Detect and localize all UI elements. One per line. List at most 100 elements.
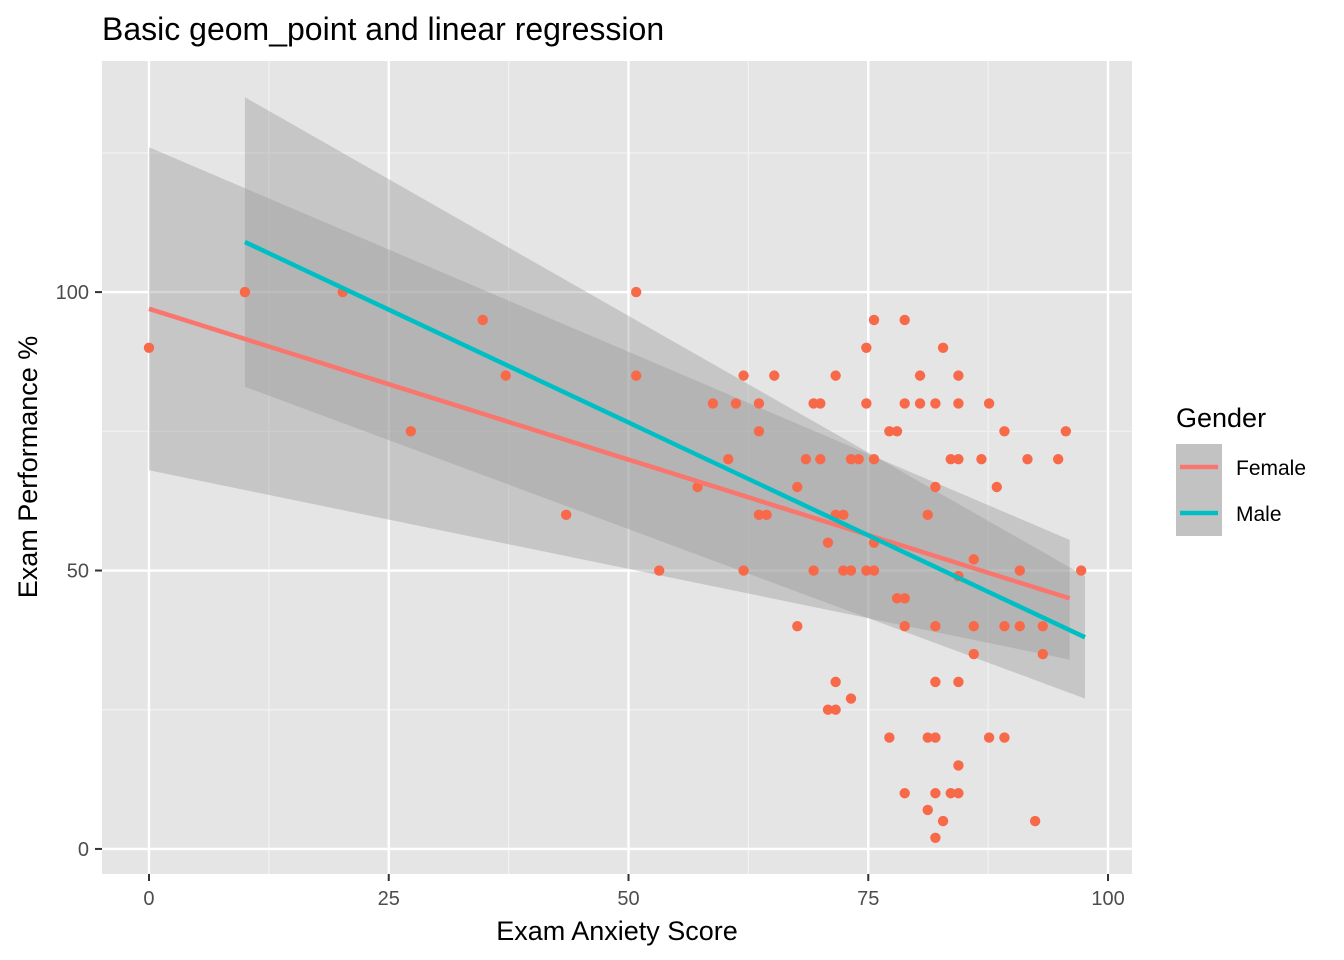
data-point <box>953 788 964 799</box>
data-point <box>761 509 772 521</box>
data-point <box>999 732 1010 743</box>
data-point <box>891 593 903 604</box>
data-point <box>861 398 872 409</box>
data-point <box>723 453 734 465</box>
regression-lines <box>148 239 1086 640</box>
data-point <box>930 732 941 743</box>
data-point <box>838 509 849 521</box>
data-point <box>239 286 251 298</box>
data-point <box>945 453 956 465</box>
data-point <box>845 453 857 465</box>
data-point <box>815 453 826 465</box>
data-point <box>707 398 719 409</box>
major-gridlines <box>102 61 1132 874</box>
data-point <box>653 565 665 576</box>
data-point <box>560 509 572 521</box>
chart-title: Basic geom_point and linear regression <box>102 11 664 47</box>
data-point <box>922 804 933 816</box>
x-axis: 0 25 50 75 100 <box>143 874 1125 910</box>
data-point <box>937 815 949 827</box>
data-point <box>999 426 1010 437</box>
data-point <box>868 453 880 465</box>
legend-label-female: Female <box>1236 457 1306 480</box>
data-point <box>914 398 926 409</box>
data-point <box>753 398 765 409</box>
data-point <box>983 398 995 409</box>
data-point <box>753 509 765 521</box>
y-axis-title: Exam Performance % <box>13 336 43 599</box>
data-point <box>922 732 933 743</box>
data-point <box>830 704 841 715</box>
x-axis-title: Exam Anxiety Score <box>496 916 738 946</box>
data-point <box>838 565 849 576</box>
data-point <box>968 554 979 565</box>
x-tick-label: 75 <box>857 888 879 910</box>
x-tick-label: 25 <box>378 888 400 910</box>
data-point <box>945 788 956 799</box>
minor-gridlines <box>102 61 1132 874</box>
data-point <box>891 426 903 437</box>
data-point <box>953 370 964 381</box>
data-point <box>884 426 895 437</box>
data-point <box>730 398 742 409</box>
data-point <box>1037 648 1049 660</box>
data-point <box>930 676 941 688</box>
data-point <box>792 621 803 632</box>
data-point <box>983 732 995 743</box>
data-point <box>899 788 910 799</box>
data-point <box>884 732 895 743</box>
data-point <box>968 648 979 660</box>
data-point <box>953 398 964 409</box>
confidence-bands <box>148 97 1086 699</box>
data-point <box>845 693 857 704</box>
data-point <box>1014 621 1025 632</box>
data-point <box>792 481 803 493</box>
data-point <box>930 788 941 799</box>
y-tick-label: 0 <box>78 839 89 861</box>
legend-title: Gender <box>1176 403 1266 433</box>
x-tick-label: 0 <box>143 888 154 910</box>
legend-label-male: Male <box>1236 503 1282 526</box>
data-point <box>1022 453 1033 465</box>
data-point <box>630 370 642 381</box>
data-point <box>738 565 749 576</box>
data-points <box>143 286 1087 844</box>
data-point <box>845 565 857 576</box>
data-point <box>769 370 780 381</box>
data-point <box>976 453 987 465</box>
data-point <box>830 370 841 381</box>
data-point <box>1014 565 1025 576</box>
data-point <box>477 314 488 326</box>
data-point <box>853 453 864 465</box>
data-point <box>930 398 941 409</box>
regression-line-male <box>243 239 1086 640</box>
data-point <box>899 314 910 326</box>
data-point <box>868 565 880 576</box>
data-point <box>822 537 834 548</box>
data-point <box>753 426 765 437</box>
x-tick-label: 50 <box>617 888 639 910</box>
data-point <box>500 370 511 381</box>
data-point <box>1060 426 1072 437</box>
data-point <box>143 342 155 353</box>
data-point <box>930 481 941 493</box>
data-point <box>899 593 910 604</box>
plot-panel <box>102 61 1132 874</box>
data-point <box>1029 815 1041 827</box>
data-point <box>999 621 1010 632</box>
data-point <box>922 509 933 521</box>
data-point <box>822 704 834 715</box>
data-point <box>1037 621 1049 632</box>
confidence-band-female <box>148 147 1070 660</box>
data-point <box>1052 453 1064 465</box>
data-point <box>808 565 819 576</box>
data-point <box>937 342 949 353</box>
data-point <box>1075 565 1087 576</box>
legend: Gender Female Male <box>1176 403 1306 536</box>
data-point <box>930 832 941 844</box>
data-point <box>861 342 872 353</box>
data-point <box>738 370 749 381</box>
data-point <box>991 481 1002 493</box>
data-point <box>968 621 979 632</box>
y-tick-label: 100 <box>56 282 89 304</box>
